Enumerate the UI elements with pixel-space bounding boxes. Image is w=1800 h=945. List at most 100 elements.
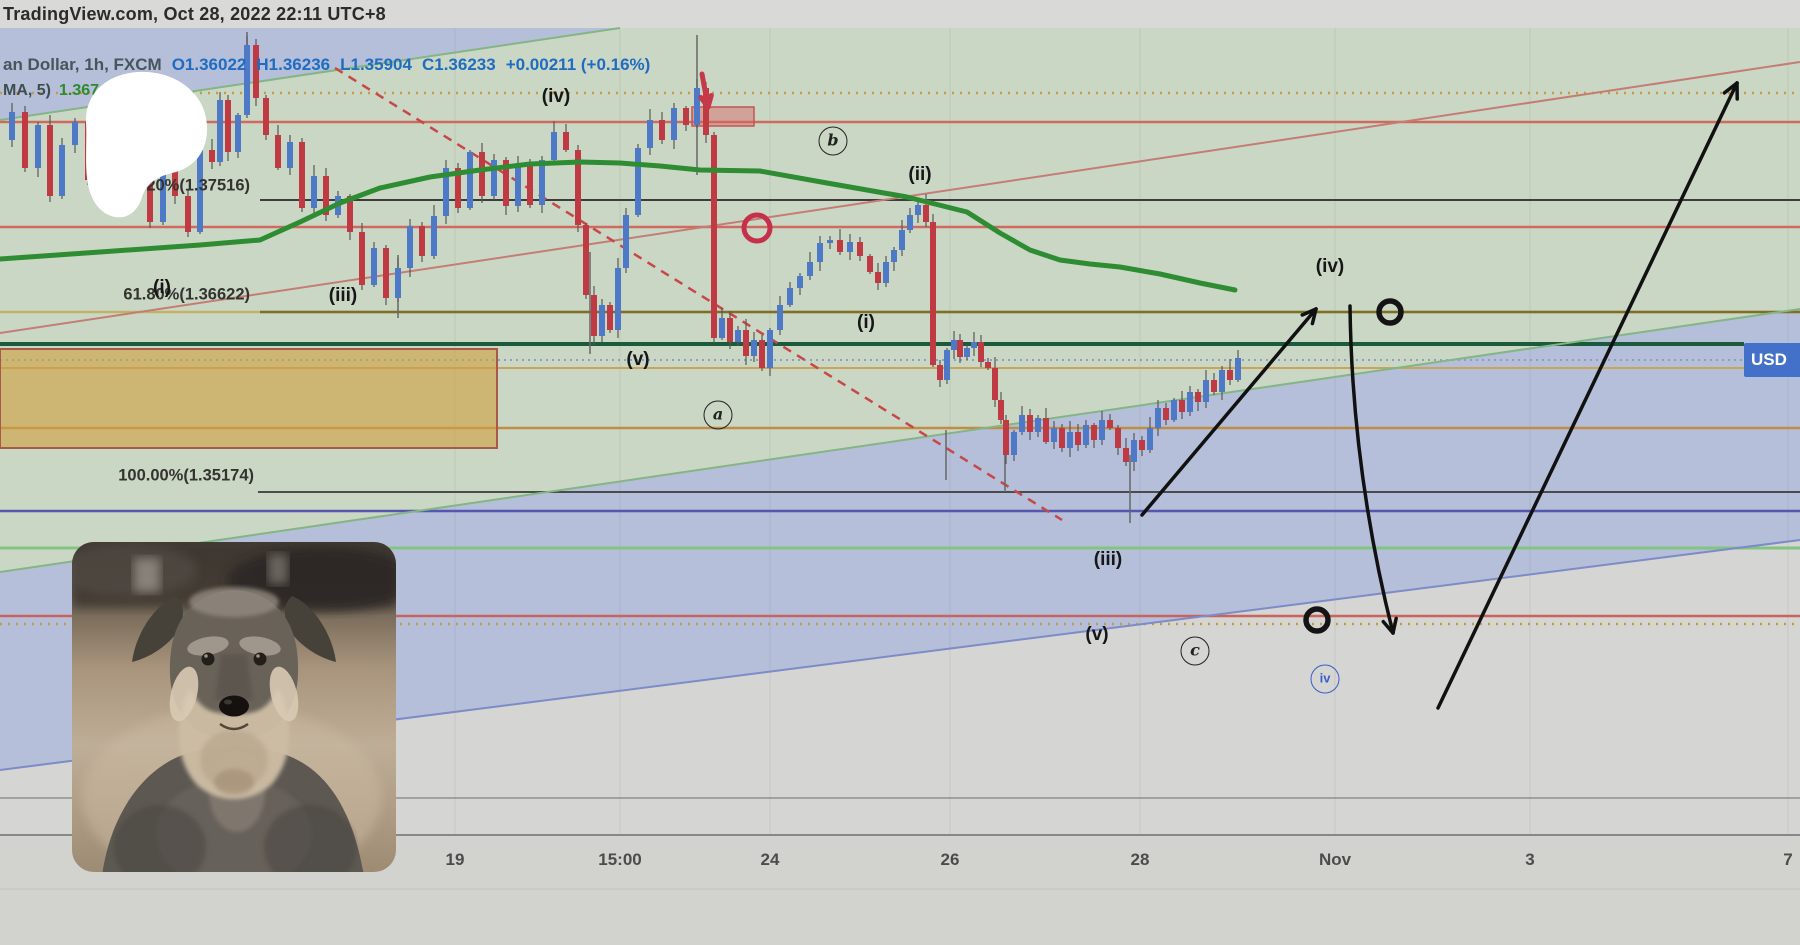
dog-nose xyxy=(219,695,249,717)
candlestick xyxy=(719,318,725,338)
candlestick xyxy=(323,176,329,215)
candlestick xyxy=(735,330,741,342)
candlestick xyxy=(563,132,569,150)
candlestick xyxy=(1235,358,1241,380)
zone-box[interactable] xyxy=(0,348,498,449)
candlestick xyxy=(431,216,437,256)
candlestick xyxy=(160,155,166,222)
candlestick xyxy=(847,242,853,252)
candlestick xyxy=(1139,440,1145,450)
candlestick xyxy=(35,125,41,168)
candlestick xyxy=(22,112,28,168)
drawn-arrow[interactable] xyxy=(1140,307,1318,517)
candlestick xyxy=(944,350,950,380)
candlestick xyxy=(1035,418,1041,432)
time-axis-label: 28 xyxy=(1130,850,1150,869)
candlestick xyxy=(1083,425,1089,445)
candlestick xyxy=(575,150,581,225)
candlestick xyxy=(1043,418,1049,442)
candlestick xyxy=(122,122,128,192)
candlestick xyxy=(875,272,881,283)
candlestick xyxy=(47,125,53,196)
candlestick xyxy=(147,175,153,222)
candlestick xyxy=(527,166,533,205)
candlestick xyxy=(985,362,991,368)
candlestick xyxy=(135,122,141,175)
candlestick xyxy=(455,168,461,208)
time-axis-label: 3 xyxy=(1525,850,1535,869)
candlestick xyxy=(1059,428,1065,448)
candlestick xyxy=(1051,428,1057,442)
candlestick xyxy=(615,268,621,330)
candlestick xyxy=(263,98,269,135)
candlestick xyxy=(1027,415,1033,432)
drawn-arrow[interactable] xyxy=(1348,304,1395,635)
drawn-arrow[interactable] xyxy=(1436,81,1739,710)
candlestick xyxy=(930,222,936,365)
candlestick xyxy=(371,248,377,285)
time-axis-label: 7 xyxy=(1783,850,1793,869)
candlestick xyxy=(467,152,473,208)
candlestick xyxy=(299,142,305,208)
candlestick xyxy=(623,215,629,268)
candlestick xyxy=(287,142,293,168)
candlestick xyxy=(1019,415,1025,432)
candlestick xyxy=(971,342,977,348)
candlestick xyxy=(683,108,689,125)
time-axis[interactable]: 19 15:00 24 26 28 Nov 3 7 xyxy=(0,836,1800,945)
candlestick xyxy=(759,340,765,368)
candlestick xyxy=(109,150,115,192)
marker-ring[interactable] xyxy=(1303,606,1331,634)
time-axis-label: 19 xyxy=(445,850,465,869)
trend-line xyxy=(0,308,1800,573)
candlestick xyxy=(1075,432,1081,445)
candlestick xyxy=(359,232,365,285)
candlestick xyxy=(217,100,223,162)
candlestick xyxy=(383,248,389,298)
candlestick xyxy=(923,205,929,222)
candlestick xyxy=(85,122,91,180)
candlestick xyxy=(244,45,250,115)
candlestick xyxy=(883,262,889,283)
candlestick xyxy=(591,295,597,336)
candlestick xyxy=(978,342,984,362)
candlestick xyxy=(172,155,178,196)
candlestick xyxy=(407,226,413,268)
time-axis-label: 26 xyxy=(940,850,960,869)
candlestick xyxy=(503,160,509,206)
candlestick xyxy=(1211,380,1217,392)
candlestick xyxy=(817,243,823,262)
candlestick xyxy=(1067,432,1073,448)
candlestick xyxy=(72,122,78,145)
candlestick xyxy=(1011,432,1017,455)
candlestick xyxy=(583,225,589,295)
candlestick xyxy=(1155,408,1161,428)
candlestick xyxy=(694,88,700,125)
candlestick xyxy=(185,196,191,232)
dog-photo xyxy=(72,542,396,872)
candlestick xyxy=(1091,425,1097,440)
zone-box[interactable] xyxy=(691,106,755,127)
marker-ring[interactable] xyxy=(1376,298,1404,326)
candlestick xyxy=(1107,420,1113,428)
candlestick xyxy=(59,145,65,196)
candlestick xyxy=(1203,380,1209,402)
candlestick xyxy=(1123,448,1129,462)
candlestick xyxy=(1147,428,1153,450)
candlestick xyxy=(1171,400,1177,420)
candlestick xyxy=(491,160,497,196)
candlestick xyxy=(419,226,425,256)
candlestick xyxy=(857,242,863,256)
candlestick xyxy=(711,135,717,338)
candlestick xyxy=(1099,420,1105,440)
moving-average-line xyxy=(0,159,1238,293)
candlestick xyxy=(743,330,749,356)
candlestick xyxy=(635,148,641,215)
candlestick xyxy=(867,256,873,272)
candlestick xyxy=(1163,408,1169,420)
marker-ring[interactable] xyxy=(741,212,773,244)
candlestick xyxy=(807,262,813,276)
candlestick xyxy=(1003,420,1009,455)
